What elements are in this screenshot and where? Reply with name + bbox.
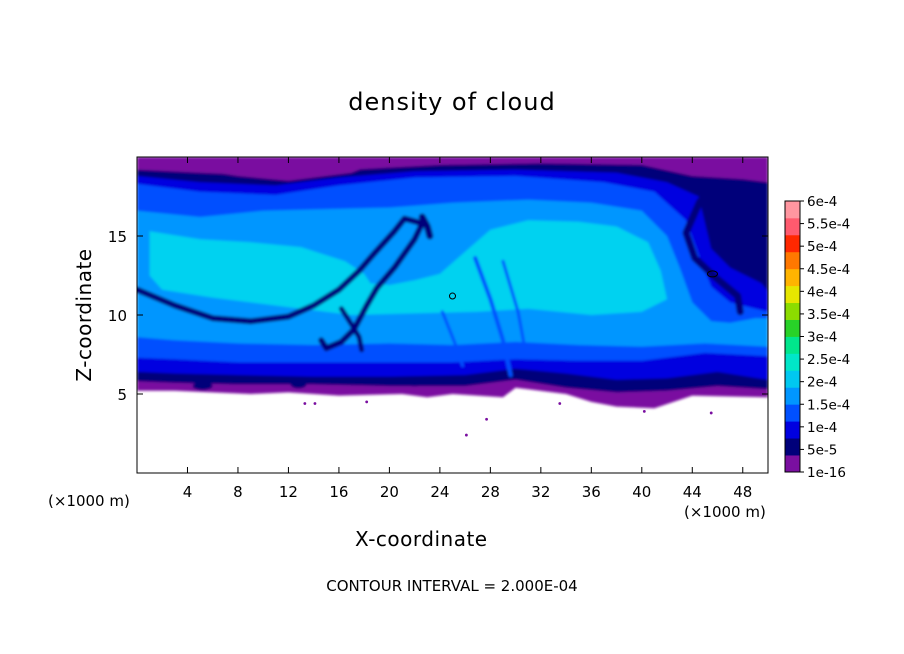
chart-title: density of cloud <box>348 88 556 116</box>
x-tick-label: 24 <box>430 483 449 501</box>
base-bump <box>192 382 213 391</box>
colorbar-segment <box>785 234 800 253</box>
eddy-band-left <box>137 215 426 352</box>
colorbar-segment <box>785 302 800 320</box>
colorbar-label: 4.5e-4 <box>807 262 850 278</box>
cloud-cyan-core <box>149 220 668 315</box>
precip-speck <box>558 402 562 405</box>
y-tick-label: 10 <box>108 307 127 325</box>
y-tick-label: 5 <box>117 386 127 404</box>
colorbar-segment <box>785 370 800 388</box>
x-tick-label: 36 <box>582 483 601 501</box>
contour-cell <box>706 270 718 278</box>
colorbar-segment <box>785 336 800 354</box>
x-tick-label: 4 <box>183 483 193 501</box>
y-tick-label: 15 <box>108 228 127 246</box>
downdraft-streak-2 <box>501 259 528 355</box>
colorbar-label: 5e-4 <box>807 239 837 255</box>
y-axis: 5 10 15 <box>108 228 768 404</box>
contour-cell <box>449 292 456 300</box>
eddy-band-top <box>418 213 434 240</box>
x-tick-label: 20 <box>380 483 399 501</box>
x-unit-label-right: (×1000 m) <box>684 503 766 521</box>
top-outer-band <box>137 157 390 181</box>
colorbar-label: 2e-4 <box>807 375 837 391</box>
colorbar-label: 5.5e-4 <box>807 217 850 233</box>
colorbar-segment <box>785 404 800 422</box>
eddy-band-tail <box>338 306 365 353</box>
x-axis: 4 8 12 16 20 24 28 32 36 40 44 48 <box>183 157 752 501</box>
colorbar-segment <box>785 353 800 371</box>
colorbar-segment <box>785 421 800 439</box>
colorbar-segment <box>785 217 800 236</box>
colorbar-segment <box>785 285 800 304</box>
x-tick-label: 16 <box>329 483 348 501</box>
x-tick-label: 28 <box>481 483 500 501</box>
precip-speck <box>464 433 468 437</box>
cloud-density-field <box>137 157 768 437</box>
colorbar-label: 1.5e-4 <box>807 397 850 413</box>
downdraft-streak-1 <box>473 256 513 377</box>
colorbar-label: 1e-4 <box>807 420 837 436</box>
colorbar-segment <box>785 455 800 473</box>
base-bump <box>290 380 307 389</box>
base-bump <box>402 376 427 387</box>
y-axis-label: Z-coordinate <box>72 248 96 382</box>
x-tick-label: 44 <box>683 483 702 501</box>
colorbar-label: 6e-4 <box>807 194 837 210</box>
precip-speck <box>303 402 307 405</box>
precip-speck <box>709 411 713 415</box>
precip-speck <box>642 409 646 413</box>
x-tick-label: 8 <box>233 483 243 501</box>
colorbar-segment <box>785 438 800 456</box>
x-tick-label: 32 <box>531 483 550 501</box>
field-layers <box>137 157 768 409</box>
colorbar-segment <box>785 319 800 337</box>
colorbar-segment <box>785 387 800 405</box>
x-unit-label-left: (×1000 m) <box>48 492 130 510</box>
x-tick-label: 48 <box>733 483 752 501</box>
colorbar-label: 3e-4 <box>807 330 837 346</box>
colorbar-segment <box>785 251 800 270</box>
colorbar-label: 5e-5 <box>807 442 837 458</box>
precip-speck <box>485 417 488 421</box>
downdraft-streak-3 <box>440 310 465 368</box>
precip-speck <box>365 400 369 404</box>
x-axis-label: X-coordinate <box>355 527 488 551</box>
colorbar-label: 3.5e-4 <box>807 307 850 323</box>
colorbar: 6e-4 5.5e-4 5e-4 4.5e-4 4e-4 3.5e-4 3e-4 2.5e-4… <box>784 194 850 481</box>
colorbar-label: 2.5e-4 <box>807 352 850 368</box>
x-tick-label: 40 <box>632 483 651 501</box>
colorbar-segment <box>785 268 800 287</box>
colorbar-segment <box>785 201 800 219</box>
x-tick-label: 12 <box>279 483 298 501</box>
eddy-band-right <box>682 197 744 316</box>
contour-interval-note: CONTOUR INTERVAL = 2.000E-04 <box>326 577 578 595</box>
colorbar-label: 4e-4 <box>807 284 837 300</box>
precip-speck <box>313 402 317 405</box>
colorbar-label: 1e-16 <box>807 465 846 481</box>
